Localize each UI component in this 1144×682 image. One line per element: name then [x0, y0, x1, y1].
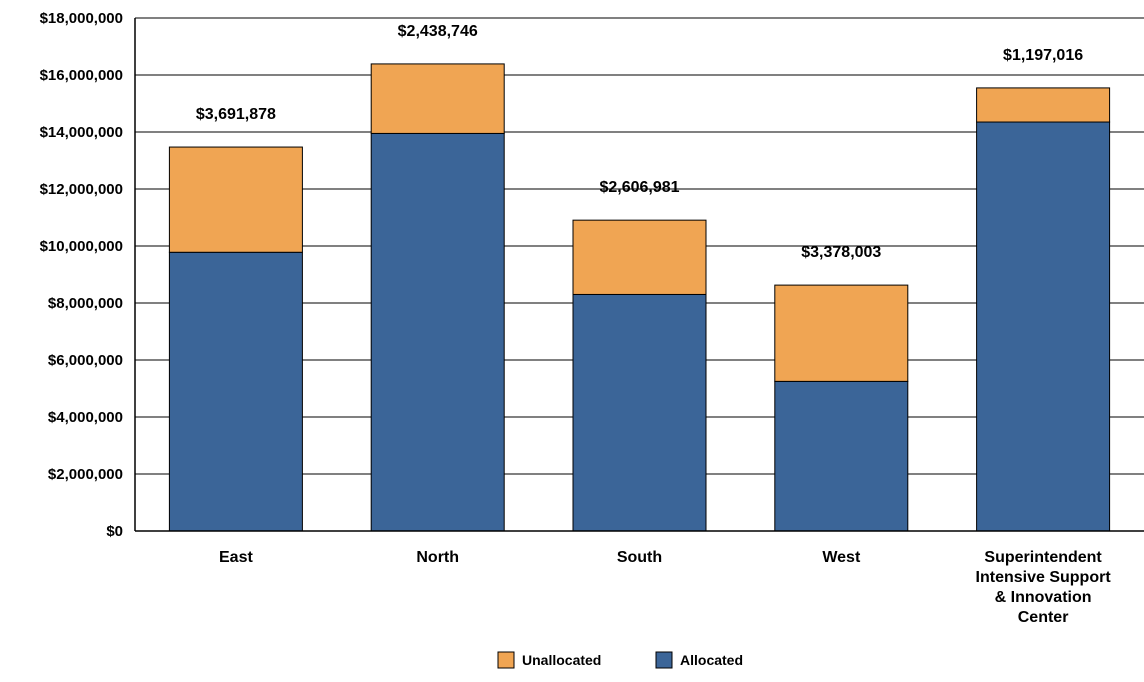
- y-tick-label: $16,000,000: [40, 67, 123, 84]
- category-label-line: Superintendent: [984, 549, 1102, 566]
- category-label: North: [416, 549, 459, 566]
- y-tick-label: $14,000,000: [40, 124, 123, 141]
- y-tick-labels: $0 $2,000,000 $4,000,000 $6,000,000 $8,000,0…: [40, 10, 123, 540]
- legend-swatch: [655, 651, 673, 669]
- data-label: $3,691,878: [196, 106, 276, 123]
- y-tick-label: $0: [106, 523, 123, 540]
- bar-allocated: [774, 380, 909, 532]
- y-tick-label: $10,000,000: [40, 238, 123, 255]
- legend: Unallocated Allocated: [497, 651, 743, 669]
- category-label: West: [822, 549, 861, 566]
- category-label-line: East: [219, 549, 253, 566]
- category-label-line: & Innovation: [995, 589, 1092, 606]
- data-labels: $3,691,878 $2,438,746 $2,606,981 $3,378,003…: [196, 23, 1083, 261]
- y-tick-label: $18,000,000: [40, 10, 123, 27]
- data-label: $3,378,003: [801, 244, 881, 261]
- bars: [168, 63, 1111, 532]
- category-labels: East North South West Superintendent Intensiv…: [219, 549, 1111, 626]
- bar-unallocated: [572, 219, 707, 295]
- y-tick-label: $8,000,000: [48, 295, 123, 312]
- category-label: South: [617, 549, 662, 566]
- bar-unallocated: [370, 63, 505, 134]
- category-label-line: Center: [1018, 609, 1069, 626]
- category-label-line: West: [822, 549, 861, 566]
- data-label: $2,438,746: [398, 23, 478, 40]
- bar-unallocated: [168, 146, 303, 253]
- category-label-line: South: [617, 549, 662, 566]
- legend-label: Unallocated: [522, 652, 601, 668]
- y-tick-label: $2,000,000: [48, 466, 123, 483]
- category-label: East: [219, 549, 253, 566]
- bar-unallocated: [976, 87, 1111, 123]
- bar-allocated: [168, 251, 303, 532]
- category-label-line: North: [416, 549, 459, 566]
- bar-allocated: [976, 121, 1111, 532]
- bar-allocated: [572, 293, 707, 532]
- legend-swatch: [497, 651, 515, 669]
- data-label: $2,606,981: [599, 179, 679, 196]
- bar-allocated: [370, 132, 505, 532]
- bar-unallocated: [774, 284, 909, 382]
- category-label: Superintendent Intensive Support & Innovat…: [976, 549, 1112, 626]
- y-tick-label: $4,000,000: [48, 409, 123, 426]
- legend-label: Allocated: [680, 652, 743, 668]
- data-label: $1,197,016: [1003, 47, 1083, 64]
- y-tick-label: $12,000,000: [40, 181, 123, 198]
- y-tick-label: $6,000,000: [48, 352, 123, 369]
- category-label-line: Intensive Support: [976, 569, 1112, 586]
- axes: [134, 18, 1144, 532]
